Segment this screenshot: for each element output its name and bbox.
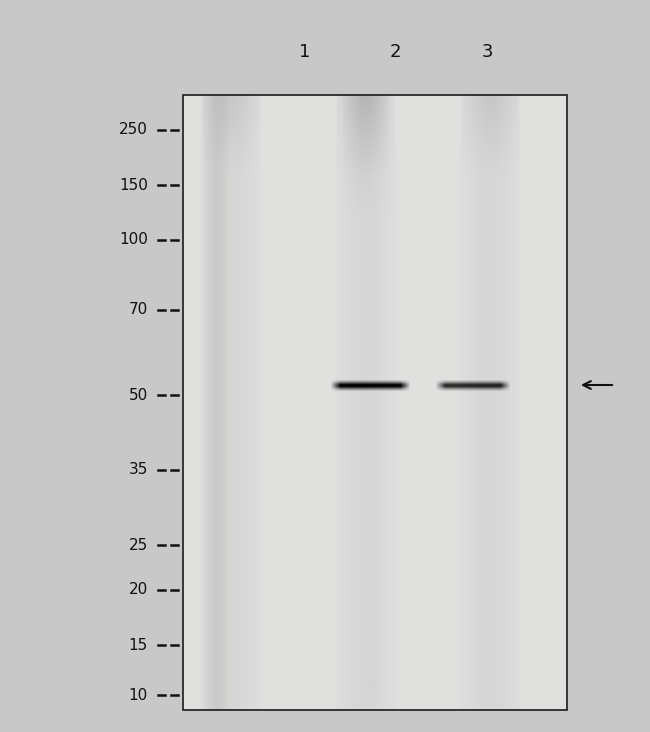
Text: 50: 50 [129,387,148,403]
Bar [183,95,567,710]
Text: 20: 20 [129,583,148,597]
Text: 2: 2 [389,43,401,61]
Text: 100: 100 [119,233,148,247]
Text: 70: 70 [129,302,148,318]
Text: 35: 35 [129,463,148,477]
Text: 25: 25 [129,537,148,553]
Text: 10: 10 [129,687,148,703]
Text: 250: 250 [119,122,148,138]
Text: 15: 15 [129,638,148,652]
Text: 150: 150 [119,177,148,193]
Text: 1: 1 [299,43,311,61]
Text: 3: 3 [481,43,493,61]
